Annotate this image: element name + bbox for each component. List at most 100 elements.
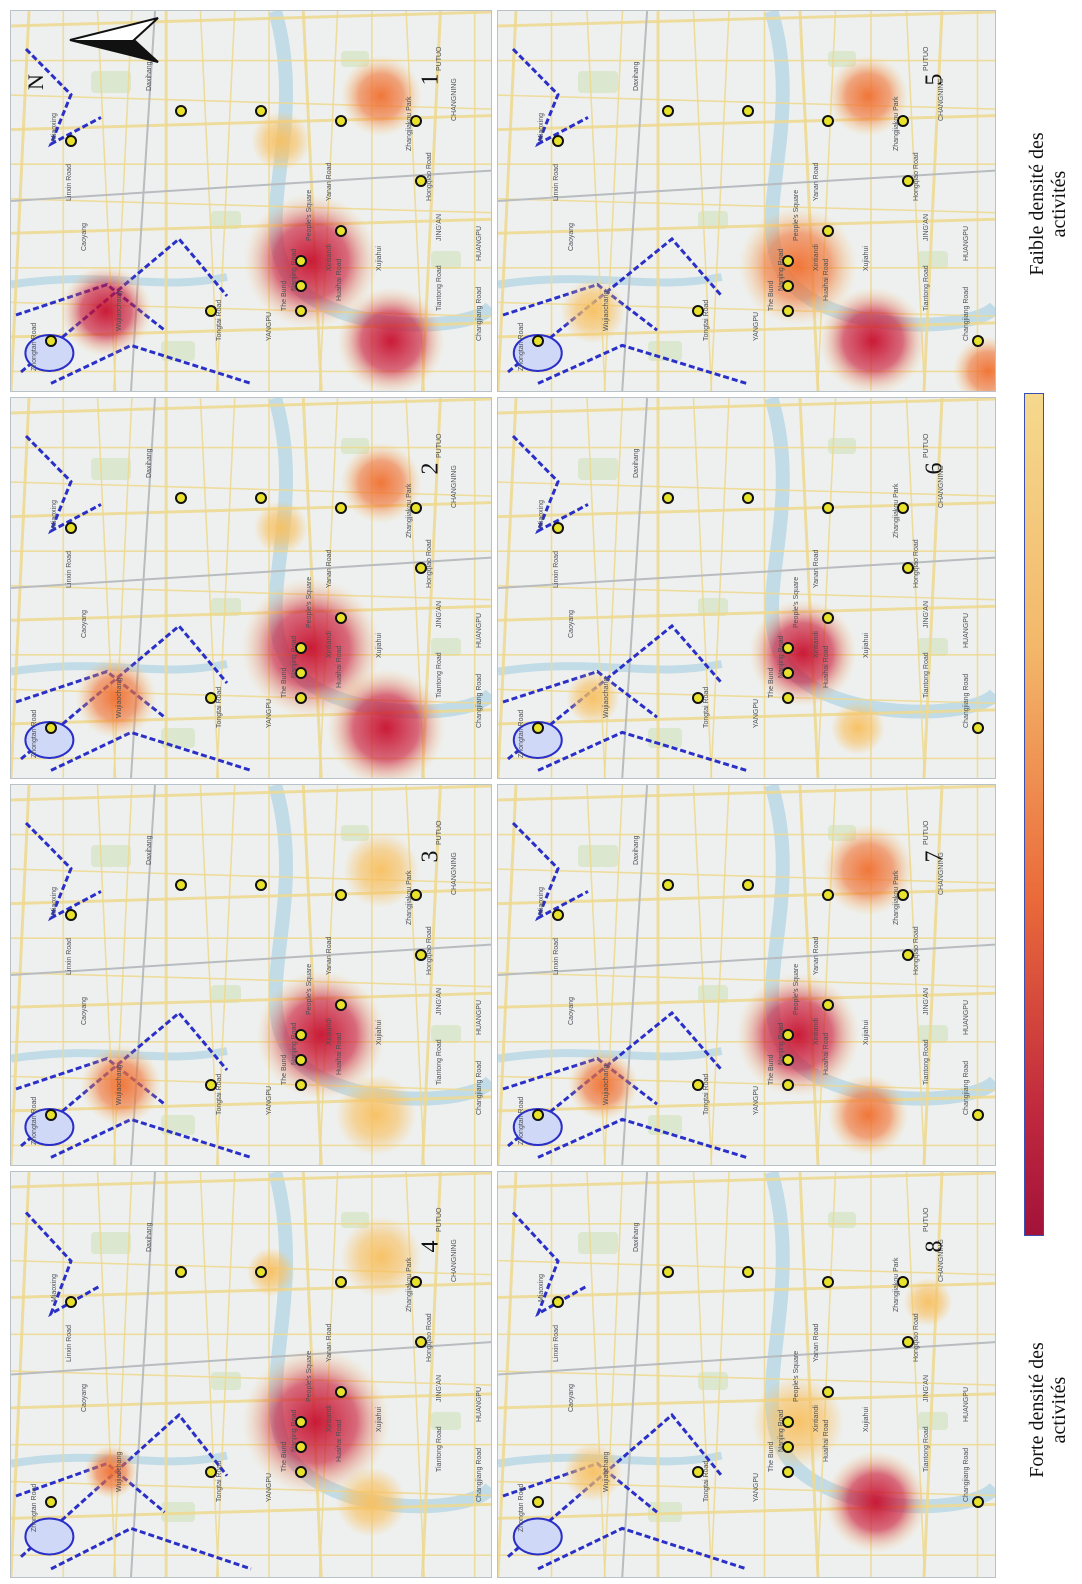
- map-place-label: Hongqiao Road: [913, 1313, 920, 1362]
- map-place-label: Linxin Road: [66, 938, 73, 975]
- map-place-label: Nanjing Road: [291, 1409, 298, 1452]
- map-place-label: Daxihang: [633, 1222, 640, 1252]
- map-place-label: Tiantong Road: [923, 265, 930, 311]
- map-place-label: PUTUO: [923, 46, 930, 71]
- map-place-label: Huaihai Road: [336, 1032, 343, 1075]
- map-place-label: Hongqiao Road: [426, 926, 433, 975]
- map-place-label: YANGPU: [753, 1086, 760, 1115]
- map-place-label: Daxihang: [633, 61, 640, 91]
- panel-number-1: 1: [417, 73, 444, 86]
- map-place-label: PUTUO: [436, 46, 443, 71]
- map-place-label: Caoyang: [81, 997, 88, 1025]
- map-place-label: CHANGNING: [451, 78, 458, 121]
- map-place-label: Linxin Road: [553, 938, 560, 975]
- map-place-label: HUANGPU: [963, 613, 970, 648]
- panel-number-7: 7: [921, 850, 948, 863]
- map-place-label: Nanjing Road: [778, 1022, 785, 1065]
- map-place-label: People's Square: [306, 190, 313, 241]
- map-place-label: JING'AN: [436, 988, 443, 1015]
- panel-number-4: 4: [417, 1240, 444, 1253]
- map-place-label: People's Square: [793, 964, 800, 1015]
- map-place-label: JING'AN: [436, 1375, 443, 1402]
- map-place-label: Huaihai Road: [823, 645, 830, 688]
- map-place-label: CHANGNING: [938, 1239, 945, 1282]
- map-place-label: Hongqiao Road: [913, 539, 920, 588]
- map-place-label: Huaihai Road: [336, 1419, 343, 1462]
- map-place-label: Changjiang Road: [476, 1061, 483, 1115]
- map-place-label: Xintiandi: [813, 631, 820, 658]
- map-place-label: Tongtai Road: [216, 300, 223, 341]
- map-place-label: CHANGNING: [451, 852, 458, 895]
- map-place-label: YANGPU: [266, 1086, 273, 1115]
- map-place-label: Changjiang Road: [963, 674, 970, 728]
- map-place-label: Zhangjiakou Park: [406, 483, 413, 538]
- map-place-label: The Bund: [768, 1055, 775, 1085]
- map-place-label: Zhongtan Road: [31, 323, 38, 371]
- map-place-label: People's Square: [306, 1351, 313, 1402]
- map-place-label: Zhangjiakou Park: [893, 870, 900, 925]
- map-place-label: Yanan Road: [813, 549, 820, 588]
- map-place-label: The Bund: [281, 1055, 288, 1085]
- map-place-label: Nanjing Road: [778, 1409, 785, 1452]
- map-place-label: Tiantong Road: [923, 1426, 930, 1472]
- map-place-label: Caoyang: [568, 997, 575, 1025]
- map-place-label: Miaoxing: [538, 500, 545, 528]
- map-panel-4: Zhongtan Road Tongtai Road Wujiaochang Caoy…: [10, 1171, 492, 1578]
- map-place-label: CHANGNING: [938, 465, 945, 508]
- map-place-label: PUTUO: [923, 433, 930, 458]
- map-place-label: CHANGNING: [938, 78, 945, 121]
- map-place-label: Tiantong Road: [436, 265, 443, 311]
- map-place-label: Huaihai Road: [336, 258, 343, 301]
- map-svg-4: Zhongtan Road Tongtai Road Wujiaochang Caoy…: [11, 1172, 491, 1577]
- map-place-label: Zhongtan Road: [518, 323, 525, 371]
- map-place-label: Daxihang: [146, 1222, 153, 1252]
- map-place-label: YANGPU: [753, 1473, 760, 1502]
- map-panel-2: Zhongtan Road Tongtai Road Wujiaochang Caoy…: [10, 397, 492, 779]
- north-label: N: [22, 74, 48, 90]
- map-place-label: JING'AN: [923, 988, 930, 1015]
- map-place-label: JING'AN: [923, 601, 930, 628]
- map-place-label: Xujiahui: [863, 1407, 870, 1432]
- map-place-label: Yanan Road: [326, 162, 333, 201]
- map-place-label: Nanjing Road: [291, 635, 298, 678]
- map-place-label: Miaoxing: [51, 113, 58, 141]
- map-place-label: HUANGPU: [963, 1387, 970, 1422]
- map-place-label: Xintiandi: [326, 1018, 333, 1045]
- map-place-label: Linxin Road: [553, 1325, 560, 1362]
- map-place-label: JING'AN: [923, 214, 930, 241]
- map-place-label: Changjiang Road: [476, 674, 483, 728]
- map-place-label: Xintiandi: [813, 244, 820, 271]
- map-place-label: Miaoxing: [538, 1274, 545, 1302]
- map-place-label: Daxihang: [146, 835, 153, 865]
- map-place-label: Yanan Road: [326, 549, 333, 588]
- map-place-label: Yanan Road: [813, 162, 820, 201]
- map-place-label: Hongqiao Road: [426, 539, 433, 588]
- map-place-label: Tiantong Road: [923, 652, 930, 698]
- map-place-label: HUANGPU: [476, 1000, 483, 1035]
- map-place-label: The Bund: [281, 281, 288, 311]
- map-place-label: Tiantong Road: [436, 652, 443, 698]
- map-place-label: Daxihang: [633, 835, 640, 865]
- map-place-label: People's Square: [793, 190, 800, 241]
- map-place-label: Xintiandi: [813, 1018, 820, 1045]
- map-place-label: Xujiahui: [376, 1407, 383, 1432]
- map-place-label: Changjiang Road: [476, 287, 483, 341]
- map-place-label: Huaihai Road: [336, 645, 343, 688]
- map-place-label: Huaihai Road: [823, 1032, 830, 1075]
- map-place-label: YANGPU: [753, 312, 760, 341]
- panel-number-2: 2: [417, 462, 444, 475]
- map-place-label: CHANGNING: [451, 1239, 458, 1282]
- map-place-label: Caoyang: [81, 610, 88, 638]
- map-panel-7: Zhongtan Road Tongtai Road Wujiaochang Caoy…: [497, 784, 996, 1166]
- map-place-label: Wujiaochang: [603, 291, 610, 331]
- map-place-label: Xujiahui: [376, 1020, 383, 1045]
- map-place-label: Wujiaochang: [116, 291, 123, 331]
- map-place-label: PUTUO: [436, 433, 443, 458]
- map-svg-7: Zhongtan Road Tongtai Road Wujiaochang Caoy…: [498, 785, 995, 1165]
- panel-number-6: 6: [921, 462, 948, 475]
- map-place-label: Zhangjiakou Park: [406, 96, 413, 151]
- map-svg-5: Zhongtan Road Tongtai Road Wujiaochang Caoy…: [498, 11, 995, 391]
- map-place-label: Tiantong Road: [436, 1426, 443, 1472]
- map-place-label: Nanjing Road: [778, 248, 785, 291]
- map-place-label: Zhangjiakou Park: [893, 1257, 900, 1312]
